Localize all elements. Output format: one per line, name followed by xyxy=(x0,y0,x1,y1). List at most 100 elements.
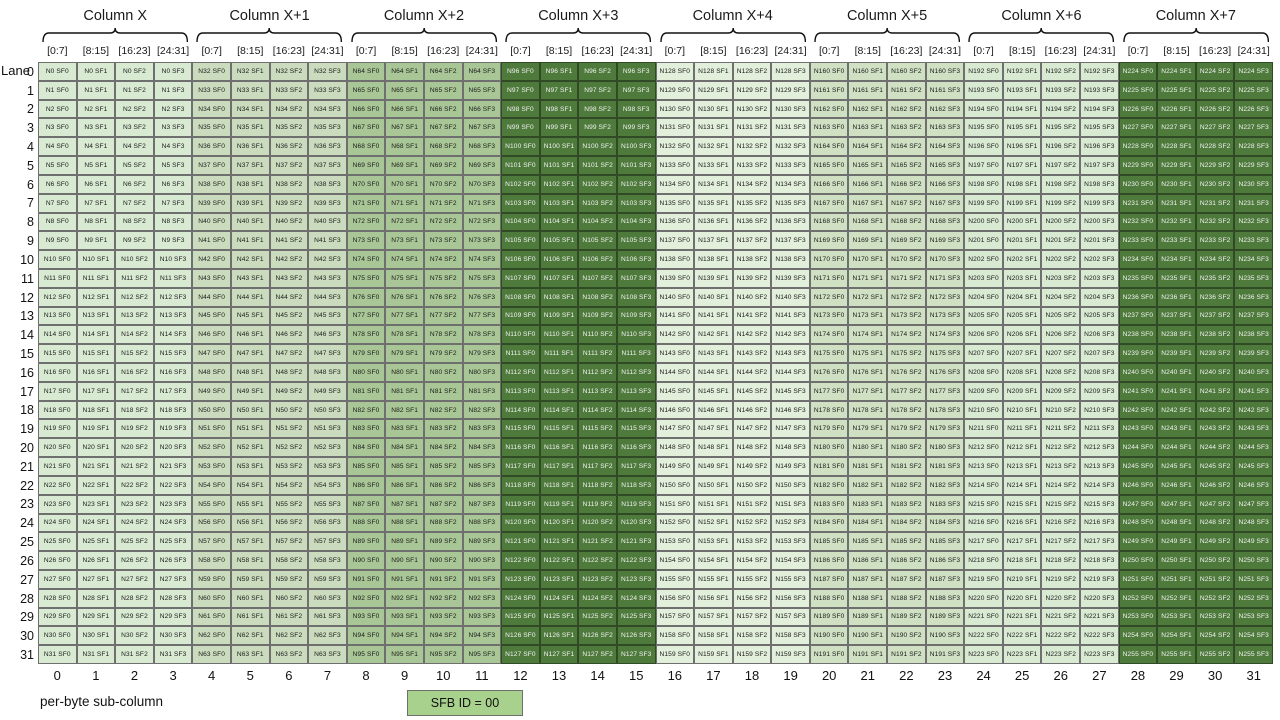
lane-number-label: 3 xyxy=(27,121,34,136)
grid-cell: N1 SF3 xyxy=(153,80,193,100)
grid-cell: N63 SF0 xyxy=(192,645,231,664)
bit-range-label: [8:15] xyxy=(545,45,573,57)
grid-cell: N51 SF0 xyxy=(192,419,231,439)
grid-cell: N145 SF0 xyxy=(655,381,695,401)
grid-cell: N122 SF0 xyxy=(501,551,540,570)
column-group-brace xyxy=(505,28,652,42)
grid-cell: N248 SF2 xyxy=(1195,513,1235,533)
grid-cell: N54 SF1 xyxy=(230,475,270,495)
grid-cell: N169 SF2 xyxy=(887,231,926,251)
bit-range-label: [16:23] xyxy=(1044,45,1077,57)
grid-cell: N190 SF1 xyxy=(848,626,888,646)
grid-cell: N11 SF3 xyxy=(153,268,193,288)
sub-column-number-label: 10 xyxy=(436,668,451,683)
grid-cell: N43 SF0 xyxy=(192,268,231,288)
grid-cell: N182 SF3 xyxy=(925,475,965,495)
column-brace-row xyxy=(38,28,1273,44)
grid-cell: N192 SF0 xyxy=(964,62,1003,81)
grid-cell: N18 SF1 xyxy=(76,400,116,420)
grid-cell: N7 SF0 xyxy=(38,193,77,213)
grid-cell: N83 SF1 xyxy=(385,419,424,439)
grid-cell: N251 SF2 xyxy=(1195,569,1235,589)
grid-cell: N14 SF2 xyxy=(115,325,154,345)
grid-cell: N19 SF2 xyxy=(115,419,154,439)
grid-cell: N186 SF1 xyxy=(848,551,888,570)
grid-cell: N13 SF0 xyxy=(38,306,77,326)
grid-cell: N23 SF2 xyxy=(115,494,154,514)
grid-cell: N83 SF3 xyxy=(462,419,502,439)
grid-cell: N119 SF1 xyxy=(539,494,579,514)
grid-cell: N159 SF1 xyxy=(694,645,733,664)
grid-cell: N148 SF0 xyxy=(655,438,695,458)
grid-cell: N55 SF2 xyxy=(269,494,309,514)
column-group-brace xyxy=(196,28,343,42)
grid-cell: N155 SF3 xyxy=(771,569,810,589)
grid-cell: N7 SF3 xyxy=(153,193,193,213)
grid-cell: N64 SF3 xyxy=(462,62,502,81)
grid-cell: N130 SF2 xyxy=(732,99,772,119)
grid-cell: N76 SF0 xyxy=(346,287,386,307)
grid-cell: N230 SF2 xyxy=(1195,174,1235,194)
grid-cell: N205 SF1 xyxy=(1002,306,1042,326)
sub-column-number-label: 3 xyxy=(169,668,177,683)
bit-range-label: [24:31] xyxy=(157,45,190,57)
grid-cell: N123 SF2 xyxy=(578,569,617,589)
grid-cell: N164 SF0 xyxy=(809,137,849,157)
grid-cell: N215 SF2 xyxy=(1041,494,1081,514)
grid-cell: N195 SF1 xyxy=(1002,118,1042,138)
grid-cell: N58 SF2 xyxy=(269,551,309,570)
grid-cell: N21 SF0 xyxy=(38,457,77,476)
grid-cell: N228 SF0 xyxy=(1118,137,1158,157)
grid-cell: N187 SF1 xyxy=(848,569,888,589)
grid-cell: N141 SF2 xyxy=(732,306,772,326)
lane-number-label: 23 xyxy=(20,497,34,512)
grid-cell: N121 SF1 xyxy=(539,532,579,552)
sub-column-number-label: 20 xyxy=(821,668,837,683)
grid-cell: N4 SF1 xyxy=(76,137,116,157)
grid-cell: N192 SF2 xyxy=(1041,62,1081,81)
grid-cell: N44 SF3 xyxy=(308,287,347,307)
grid-cell: N219 SF0 xyxy=(964,569,1003,589)
grid-cell: N202 SF0 xyxy=(964,250,1003,269)
grid-cell: N197 SF1 xyxy=(1002,156,1042,175)
grid-cell: N122 SF2 xyxy=(578,551,617,570)
grid-cell: N68 SF1 xyxy=(385,137,424,157)
grid-cell: N107 SF3 xyxy=(616,268,656,288)
grid-cell: N69 SF1 xyxy=(385,156,424,175)
grid-cell: N99 SF1 xyxy=(539,118,579,138)
grid-cell: N39 SF0 xyxy=(192,193,231,213)
grid-cell: N45 SF2 xyxy=(269,306,309,326)
grid-cell: N69 SF2 xyxy=(423,156,463,175)
grid-cell: N127 SF0 xyxy=(501,645,540,664)
grid-cell: N13 SF1 xyxy=(76,306,116,326)
grid-cell: N111 SF0 xyxy=(501,344,540,363)
grid-cell: N245 SF0 xyxy=(1118,457,1158,476)
grid-cell: N213 SF0 xyxy=(964,457,1003,476)
grid-cell: N80 SF3 xyxy=(462,363,502,382)
grid-cell: N96 SF3 xyxy=(616,62,656,81)
grid-cell: N220 SF0 xyxy=(964,588,1003,608)
grid-cell: N147 SF0 xyxy=(655,419,695,439)
grid-cell: N218 SF3 xyxy=(1080,551,1119,570)
grid-cell: N246 SF1 xyxy=(1157,475,1196,495)
grid-cell: N134 SF1 xyxy=(694,174,733,194)
grid-cell: N69 SF3 xyxy=(462,156,502,175)
grid-cell: N2 SF3 xyxy=(153,99,193,119)
grid-cell: N220 SF1 xyxy=(1002,588,1042,608)
grid-cell: N76 SF1 xyxy=(385,287,424,307)
grid-cell: N10 SF2 xyxy=(115,250,154,269)
grid-cell: N82 SF0 xyxy=(346,400,386,420)
grid-cell: N106 SF1 xyxy=(539,250,579,269)
grid-cell: N60 SF1 xyxy=(230,588,270,608)
grid-cell: N57 SF2 xyxy=(269,532,309,552)
grid-cell: N75 SF0 xyxy=(346,268,386,288)
grid-cell: N15 SF3 xyxy=(153,344,193,363)
grid-cell: N173 SF0 xyxy=(809,306,849,326)
grid-cell: N230 SF3 xyxy=(1234,174,1273,194)
grid-cell: N31 SF3 xyxy=(153,645,193,664)
grid-cell: N213 SF3 xyxy=(1080,457,1119,476)
sub-column-number-label: 27 xyxy=(1092,668,1107,683)
sub-column-number-label: 1 xyxy=(92,668,100,683)
grid-cell: N14 SF3 xyxy=(153,325,193,345)
grid-cell: N223 SF2 xyxy=(1041,645,1081,664)
